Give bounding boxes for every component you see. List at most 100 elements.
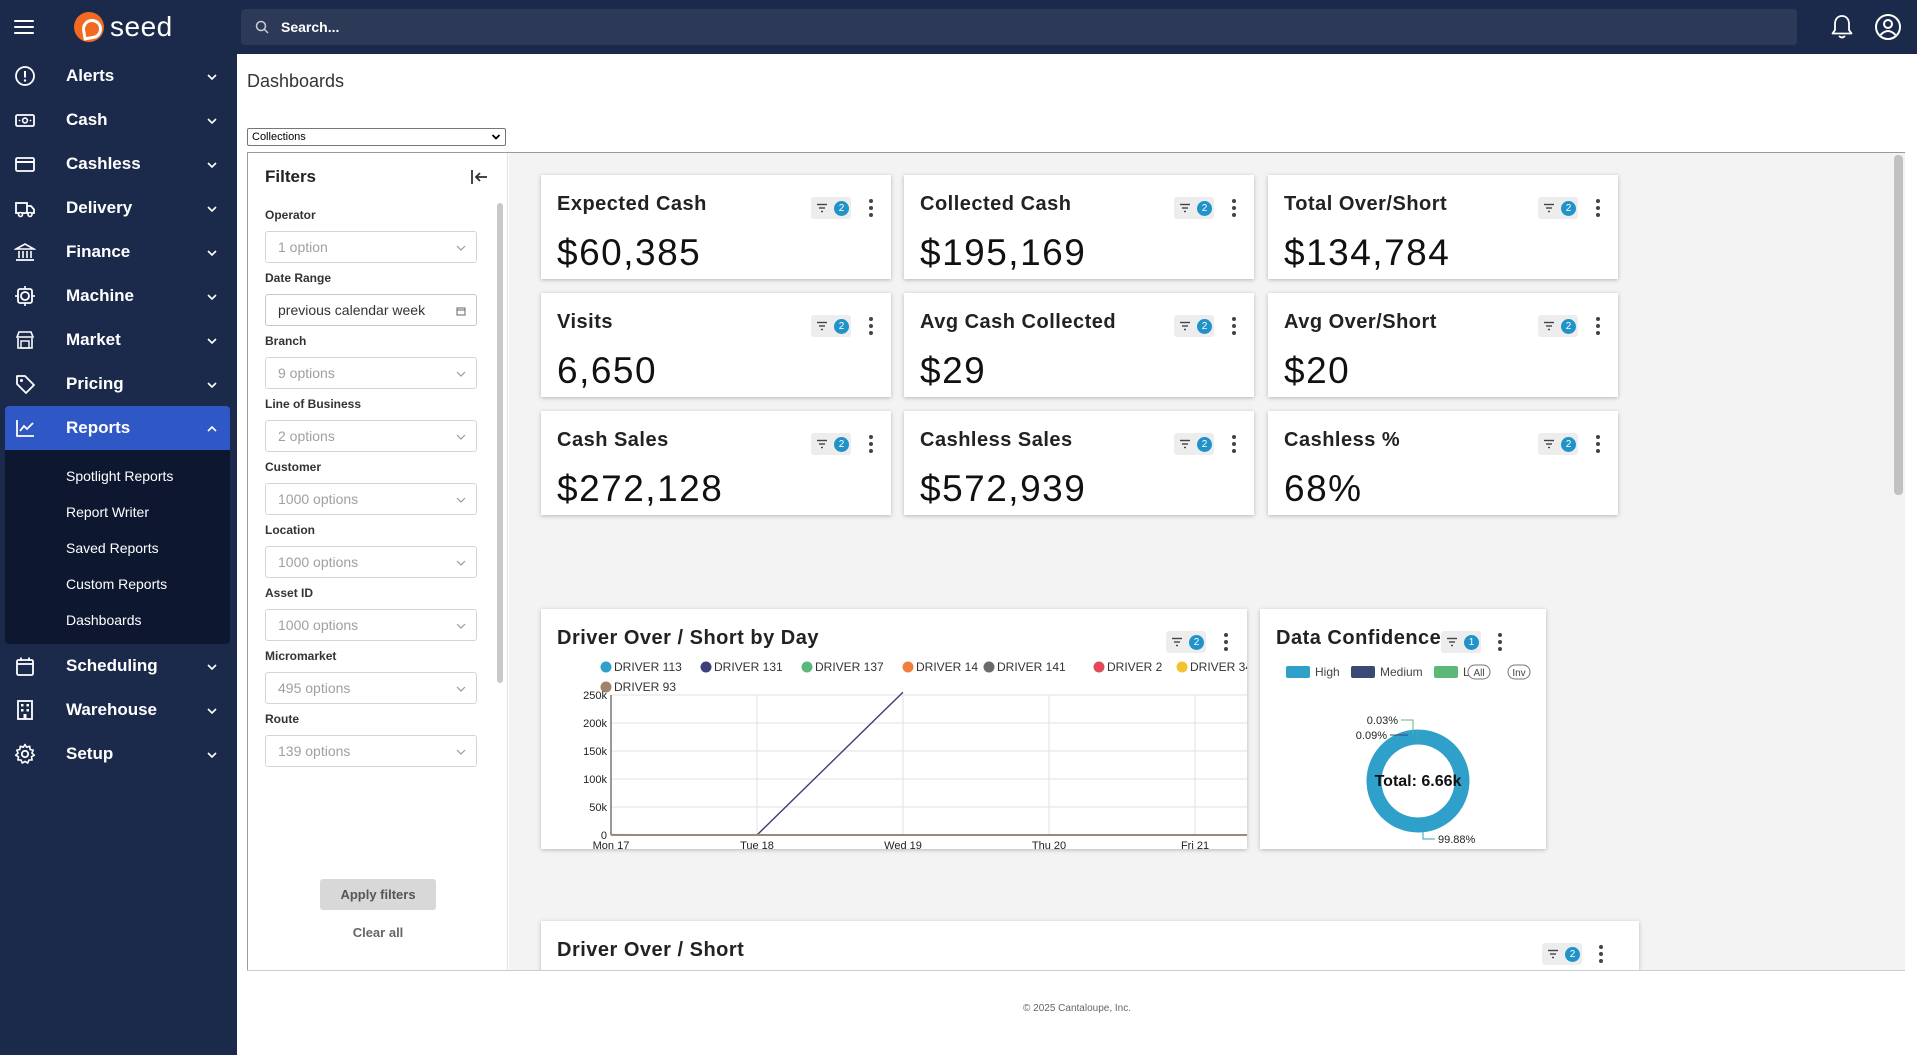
legend-marker [1093,661,1105,673]
card-filter-button[interactable]: 2 [1542,943,1582,965]
clear-all-button[interactable]: Clear all [320,921,436,943]
filter-list[interactable]: Operator 1 option Date Range previous calen… [248,198,508,878]
cards-scrollbar[interactable] [1894,155,1903,495]
sidebar-item-label: Machine [66,286,135,305]
y-tick-label: 0 [601,830,607,842]
y-tick-label: 50k [589,802,607,814]
sidebar-item-reports[interactable]: Reports [5,406,230,450]
card-filter-button[interactable]: 2 [1538,433,1578,455]
filter-pill-inv-button[interactable] [1507,664,1531,680]
submenu-item-saved-reports[interactable]: Saved Reports [66,540,159,556]
user-account-icon[interactable] [1873,12,1903,42]
more-options-icon[interactable] [864,315,878,337]
sidebar-item-market[interactable]: Market [0,318,237,362]
more-options-icon[interactable] [1591,315,1605,337]
submenu-item-spotlight-reports[interactable]: Spotlight Reports [66,468,174,484]
filter-select[interactable]: 1 option [265,231,477,263]
more-options-icon[interactable] [1493,631,1507,653]
more-options-icon[interactable] [1591,433,1605,455]
card-filter-button[interactable]: 2 [1538,315,1578,337]
kpi-title: Total Over/Short [1284,193,1448,215]
filter-value: 1000 options [278,491,359,507]
filter-route: Route 139 options [265,712,477,767]
filters-title: Filters [265,167,317,186]
filter-icon [1172,637,1182,647]
filter-select[interactable]: 1000 options [265,483,477,515]
card-filter-button[interactable]: 2 [811,315,851,337]
search-input[interactable] [281,19,1681,35]
filter-label: Micromarket [265,649,337,663]
filter-select[interactable]: 1000 options [265,609,477,641]
kpi-title: Avg Over/Short [1284,311,1437,333]
menu-icon[interactable] [14,20,34,34]
chevron-down-icon [456,497,466,503]
filter-pill-all-button[interactable] [1467,664,1491,680]
sidebar-item-cash[interactable]: Cash [0,98,237,142]
x-tick-label: Mon 17 [593,840,630,849]
kpi-title: Avg Cash Collected [920,311,1117,333]
filter-icon [817,439,827,449]
card-filter-button[interactable]: 2 [1174,433,1214,455]
sidebar-item-setup[interactable]: Setup [0,732,237,776]
filter-icon [817,321,827,331]
x-tick-label: Fri 21 [1181,840,1209,849]
kpi-card-expected-cash: Expected Cash $60,385 2 [541,175,891,279]
more-options-icon[interactable] [1219,631,1233,653]
kpi-value: $572,939 [920,468,1087,509]
apply-filters-button[interactable]: Apply filters [320,879,436,910]
logo[interactable]: seed [74,11,173,43]
card-filter-button[interactable]: 2 [811,197,851,219]
sidebar-item-alerts[interactable]: Alerts [0,54,237,98]
bell-icon[interactable] [1827,12,1857,42]
warehouse-icon [12,697,38,723]
donut-center-label: Total: 6.66k [1375,773,1462,790]
filter-value: 1 option [278,239,328,255]
sidebar-item-warehouse[interactable]: Warehouse [0,688,237,732]
sidebar-item-machine[interactable]: Machine [0,274,237,318]
filter-select[interactable]: 495 options [265,672,477,704]
filters-scrollbar[interactable] [497,203,503,683]
card-filter-button[interactable]: 2 [1166,631,1206,653]
submenu-item-custom-reports[interactable]: Custom Reports [66,576,168,592]
filter-select[interactable]: 1000 options [265,546,477,578]
kpi-value: 6,650 [557,350,658,391]
collapse-panel-icon[interactable] [469,167,489,187]
more-options-icon[interactable] [1227,315,1241,337]
sidebar-item-cashless[interactable]: Cashless [0,142,237,186]
dashboard-select[interactable]: Collections [247,128,506,146]
filter-icon [817,203,827,213]
filter-select[interactable]: 2 options [265,420,477,452]
filter-select[interactable]: previous calendar week [265,294,477,326]
sidebar-item-scheduling[interactable]: Scheduling [0,644,237,688]
card-filter-button[interactable]: 2 [811,433,851,455]
search-bar[interactable] [241,9,1797,45]
filter-select[interactable]: 9 options [265,357,477,389]
submenu-item-report-writer[interactable]: Report Writer [66,504,149,520]
card-filter-button[interactable]: 1 [1441,631,1481,653]
sidebar-item-label: Setup [66,744,114,763]
sidebar-item-finance[interactable]: Finance [0,230,237,274]
more-options-icon[interactable] [864,197,878,219]
legend-label: DRIVER 34 [1190,660,1247,674]
card-filter-button[interactable]: 2 [1538,197,1578,219]
chevron-down-icon [456,434,466,440]
sidebar-item-label: Scheduling [66,656,158,675]
filter-line-of-business: Line of Business 2 options [265,397,477,452]
filter-select[interactable]: 139 options [265,735,477,767]
more-options-icon[interactable] [864,433,878,455]
sidebar-item-delivery[interactable]: Delivery [0,186,237,230]
more-options-icon[interactable] [1591,197,1605,219]
kpi-title: Cashless % [1284,429,1401,451]
more-options-icon[interactable] [1594,943,1608,965]
footer-copyright: © 2025 Cantaloupe, Inc. [1023,1003,1131,1014]
chevron-down-icon [456,749,466,755]
filter-value: 1000 options [278,617,359,633]
card-filter-button[interactable]: 2 [1174,315,1214,337]
more-options-icon[interactable] [1227,433,1241,455]
sidebar-item-label: Warehouse [66,700,158,719]
chevron-down-icon [207,245,217,257]
more-options-icon[interactable] [1227,197,1241,219]
sidebar-item-pricing[interactable]: Pricing [0,362,237,406]
card-filter-button[interactable]: 2 [1174,197,1214,219]
submenu-item-dashboards[interactable]: Dashboards [66,612,142,628]
